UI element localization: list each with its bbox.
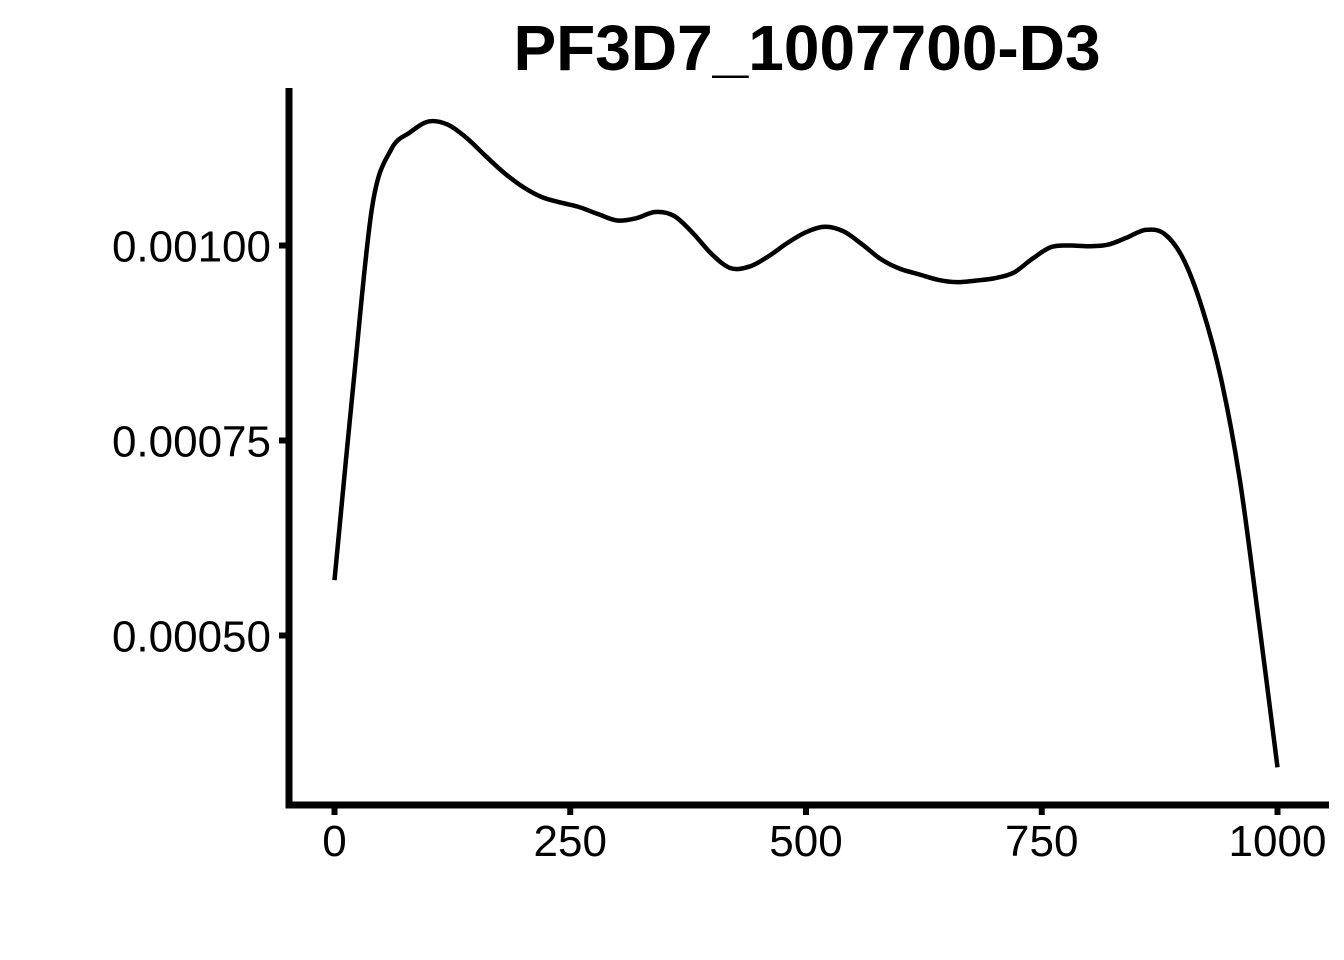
ticks: 0 250 500 750 1000 0.00050 0.00075 0.00100 [112, 223, 1327, 867]
chart-title: PF3D7_1007700-D3 [513, 12, 1100, 84]
plot-area [332, 118, 1280, 768]
x-tick-label: 0 [322, 817, 346, 866]
x-tick-label: 750 [1005, 817, 1078, 866]
x-tick-label: 250 [534, 817, 607, 866]
y-tick-label: 0.00050 [112, 613, 271, 662]
y-tick-label: 0.00100 [112, 223, 271, 272]
density-line-series-0 [332, 118, 1280, 768]
x-tick-label: 1000 [1229, 817, 1327, 866]
y-tick-label: 0.00075 [112, 418, 271, 467]
x-tick-label: 500 [769, 817, 842, 866]
axes [285, 88, 1329, 809]
